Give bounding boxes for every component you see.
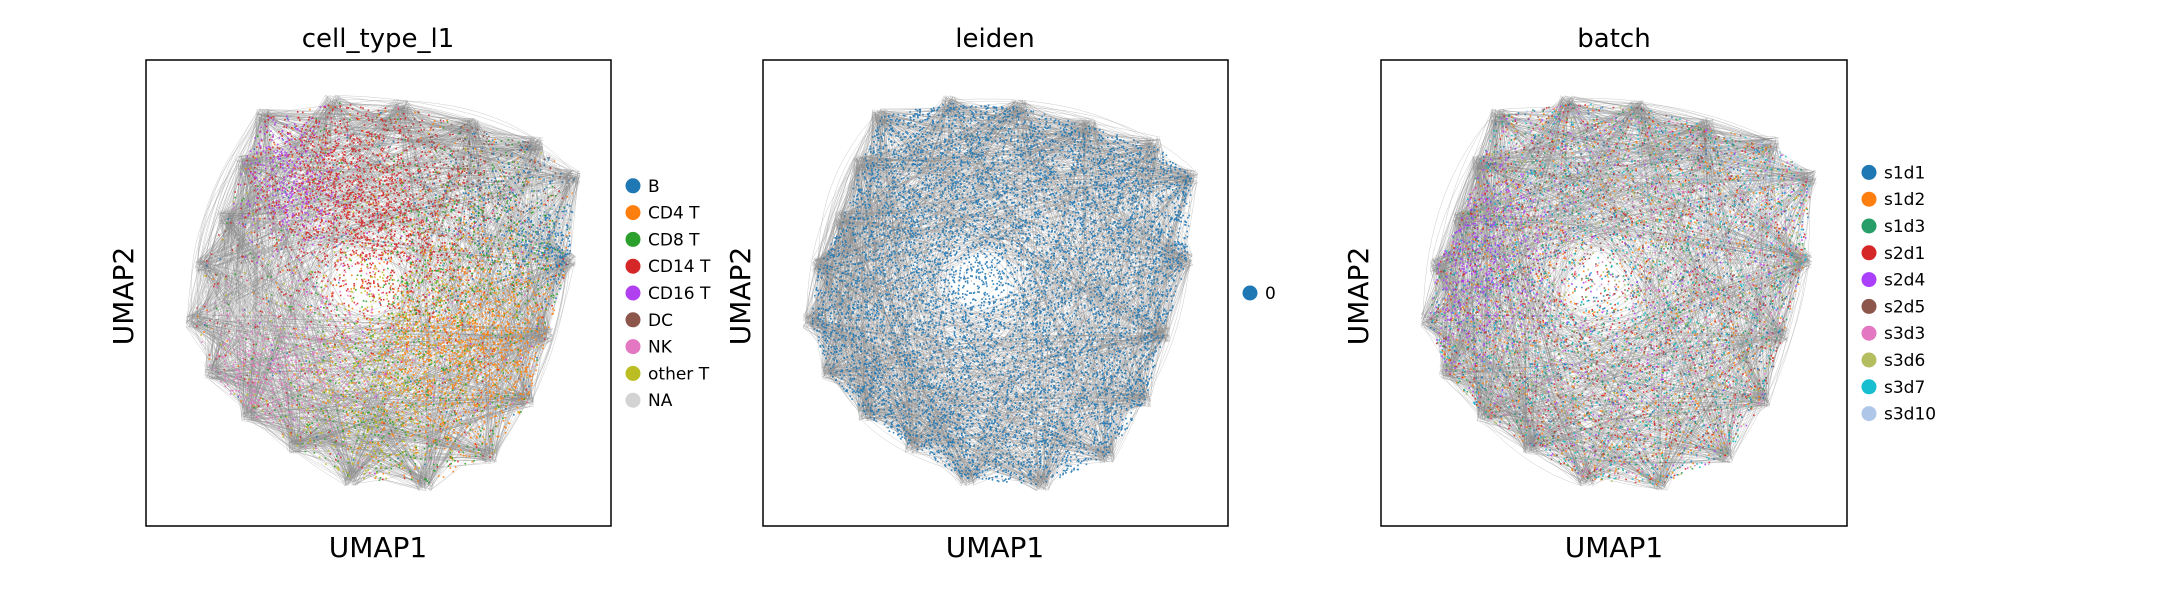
y-axis-label: UMAP2 <box>107 247 140 346</box>
legend: B CD4 T CD8 T CD14 T CD16 T DC NK other T NA <box>625 177 711 411</box>
axes-frame <box>1380 59 1848 527</box>
legend-item: NA <box>625 391 673 411</box>
panel-leiden: leiden UMAP1 UMAP2 0 <box>724 24 1276 564</box>
umap-plot-area <box>1420 95 1817 492</box>
legend-marker <box>1242 285 1258 301</box>
legend-marker <box>625 178 641 194</box>
legend: s1d1 s1d2 s1d3 s2d1 s2d4 s2d5 s3d3 s3d6 s3d7 s3d1… <box>1861 163 1936 425</box>
legend-item: NK <box>625 338 673 358</box>
legend-marker <box>1861 245 1877 261</box>
umap-plot-area <box>185 94 581 492</box>
legend-item: s3d6 <box>1861 351 1925 371</box>
legend-label: s1d2 <box>1884 190 1925 210</box>
panel-cell-type-l1: cell_type_l1 UMAP1 UMAP2 B CD4 T CD8 T CD14… <box>107 24 711 564</box>
legend-item: CD4 T <box>625 204 700 224</box>
legend-label: DC <box>648 311 673 331</box>
legend-marker <box>1861 325 1877 341</box>
panel-title: leiden <box>955 24 1034 54</box>
legend-label: NK <box>648 338 673 358</box>
y-axis-label: UMAP2 <box>724 247 757 346</box>
legend-marker <box>1861 379 1877 395</box>
legend-item: s1d1 <box>1861 163 1925 183</box>
legend-marker <box>625 205 641 221</box>
axes-frame <box>145 59 612 527</box>
legend-marker <box>625 392 641 408</box>
legend-item: CD8 T <box>625 230 700 250</box>
graph-edge-speckle <box>809 102 1192 484</box>
legend-marker <box>1861 298 1877 314</box>
legend-label: s3d10 <box>1884 405 1936 425</box>
legend-item: s2d4 <box>1861 271 1925 291</box>
legend-item: CD16 T <box>625 284 711 304</box>
panel-title: batch <box>1577 24 1650 54</box>
graph-edges <box>1420 95 1817 492</box>
panel-batch: batch UMAP1 UMAP2 s1d1 s1d2 s1d3 s2d1 s2d4 s2… <box>1342 24 1936 564</box>
panel-title: cell_type_l1 <box>302 24 455 54</box>
y-axis-label: UMAP2 <box>1342 247 1375 346</box>
legend-item: s3d3 <box>1861 324 1925 344</box>
scatter-points-s2d1 <box>1435 102 1811 484</box>
legend-marker <box>1861 164 1877 180</box>
legend-marker <box>1861 352 1877 368</box>
legend-label: s2d4 <box>1884 271 1925 291</box>
legend-item: s2d5 <box>1861 297 1925 317</box>
legend-label: s3d3 <box>1884 324 1925 344</box>
legend-item: s1d3 <box>1861 217 1925 237</box>
legend-marker <box>625 258 641 274</box>
legend-item: DC <box>625 311 673 331</box>
legend-label: CD14 T <box>648 257 711 277</box>
scatter-points-other-t <box>200 114 555 480</box>
legend-marker <box>1861 218 1877 234</box>
x-axis-label: UMAP1 <box>946 531 1045 564</box>
legend-label: s3d6 <box>1884 351 1925 371</box>
legend-marker <box>1861 272 1877 288</box>
axes-frame <box>762 59 1229 527</box>
legend-item: s3d7 <box>1861 378 1925 398</box>
legend-item: other T <box>625 364 710 384</box>
legend-label: CD8 T <box>648 230 700 250</box>
legend-label: other T <box>648 364 710 384</box>
legend-item: s1d2 <box>1861 190 1925 210</box>
legend-label: CD4 T <box>648 204 700 224</box>
legend-marker <box>625 365 641 381</box>
scatter-points-0 <box>811 102 1193 486</box>
legend-marker <box>625 312 641 328</box>
legend-label: 0 <box>1265 284 1276 304</box>
legend-marker <box>1861 406 1877 422</box>
legend-label: CD16 T <box>648 284 711 304</box>
umap-plot-area <box>802 95 1198 492</box>
legend-marker <box>625 285 641 301</box>
legend-label: s2d1 <box>1884 244 1925 264</box>
legend-label: s1d3 <box>1884 217 1925 237</box>
legend-label: s2d5 <box>1884 297 1925 317</box>
scatter-points-s3d10 <box>1434 105 1810 484</box>
legend: 0 <box>1242 284 1276 304</box>
legend-label: B <box>648 177 660 197</box>
x-axis-label: UMAP1 <box>1565 531 1664 564</box>
legend-item: 0 <box>1242 284 1276 304</box>
legend-label: s1d1 <box>1884 163 1925 183</box>
legend-marker <box>625 231 641 247</box>
legend-item: s3d10 <box>1861 405 1936 425</box>
legend-marker <box>625 339 641 355</box>
legend-item: CD14 T <box>625 257 711 277</box>
legend-label: NA <box>648 391 673 411</box>
legend-item: B <box>625 177 660 197</box>
legend-item: s2d1 <box>1861 244 1925 264</box>
x-axis-label: UMAP1 <box>329 531 428 564</box>
legend-marker <box>1861 191 1877 207</box>
legend-label: s3d7 <box>1884 378 1925 398</box>
